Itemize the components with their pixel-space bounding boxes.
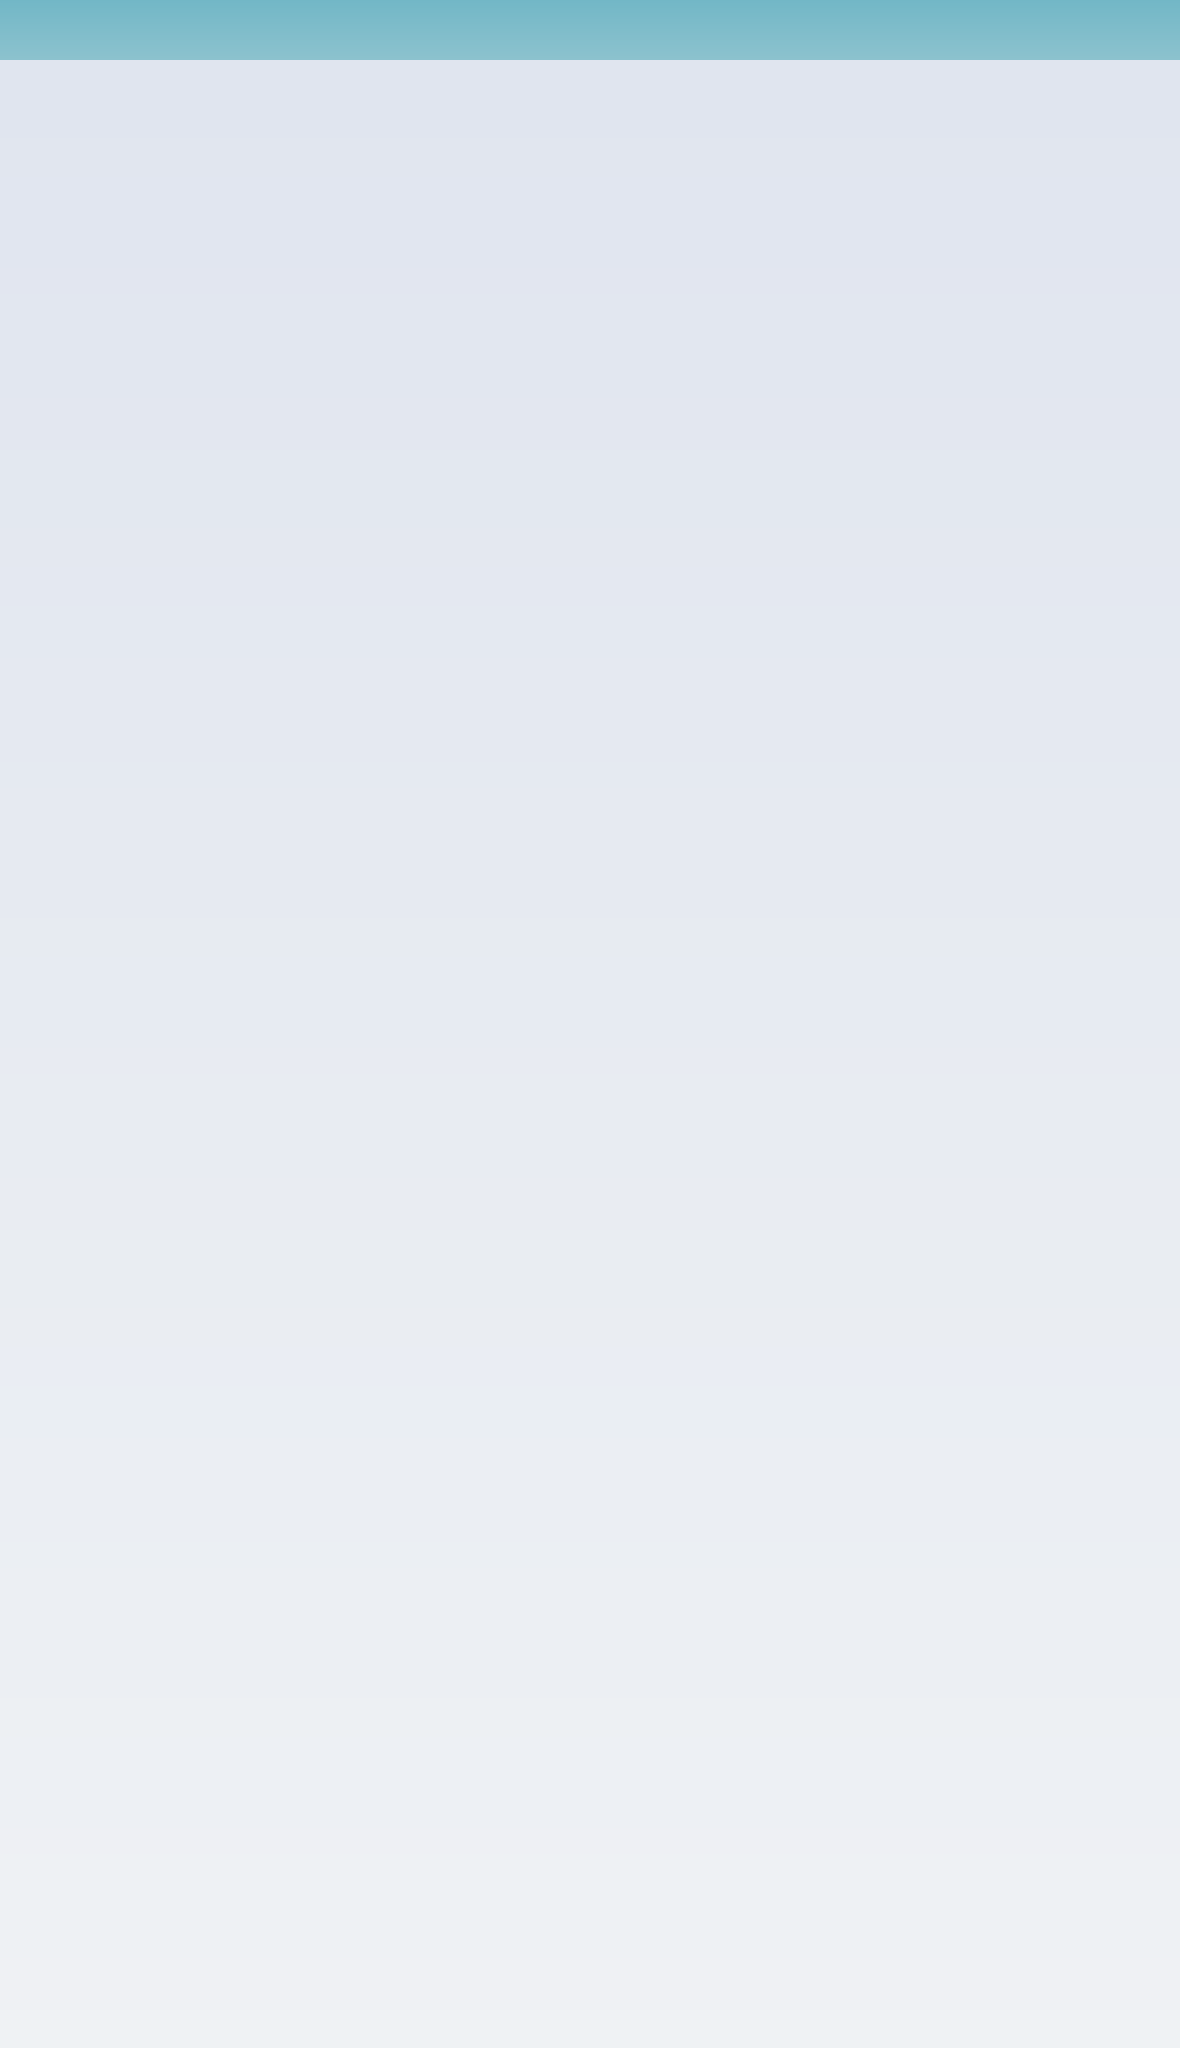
- Text: Attain maturity, ability: Attain maturity, ability: [376, 801, 924, 848]
- Text: Monocyte: Monocyte: [461, 510, 719, 561]
- Text: Blood: Blood: [455, 631, 604, 682]
- Text: Scattered in: Scattered in: [417, 1270, 703, 1315]
- Text: Tissue macrophage: Tissue macrophage: [417, 1141, 904, 1188]
- Text: ⇙⬅  ↓  ↓  ↓  ↓: ⇙⬅ ↓ ↓ ↓ ↓: [381, 1200, 739, 1245]
- Text: Macrophage: Macrophage: [378, 1016, 702, 1067]
- Text: and lymph node: and lymph node: [60, 1776, 519, 1821]
- Text: System: System: [471, 92, 709, 154]
- Text: Stencildent: Stencildent: [341, 276, 1058, 383]
- Text: 2.  C.T and some organ like: 2. C.T and some organ like: [30, 1845, 677, 1890]
- Text: ↓"converted": ↓"converted": [424, 897, 736, 940]
- Text: (circulate for 3 days): (circulate for 3 days): [294, 680, 786, 725]
- Text: system".: system".: [437, 1538, 644, 1583]
- Text: " Tissue - Macrophage: " Tissue - Macrophage: [299, 1489, 821, 1534]
- Text: → Also known  as Mononuclear: → Also known as Mononuclear: [30, 184, 799, 233]
- Text: Reticulo Endothelial: Reticulo Endothelial: [384, 18, 1016, 80]
- Text: Formation: Formation: [30, 309, 296, 362]
- Text: spleen, liver, lungs, lymphnode etc.: spleen, liver, lungs, lymphnode etc.: [50, 1901, 943, 1946]
- Text: to phagocytose: to phagocytose: [402, 848, 778, 897]
- Text: Phagocytic system.: Phagocytic system.: [100, 246, 634, 293]
- Text: Bone Marrow: Bone Marrow: [447, 395, 793, 446]
- Text: 1.  Endothelial  lining of  vascular: 1. Endothelial lining of vascular: [30, 1720, 819, 1765]
- Text: diff body parts: diff body parts: [358, 1319, 702, 1364]
- Text: Found in :: Found in :: [30, 1651, 342, 1704]
- Text: collectively called: collectively called: [329, 1438, 750, 1483]
